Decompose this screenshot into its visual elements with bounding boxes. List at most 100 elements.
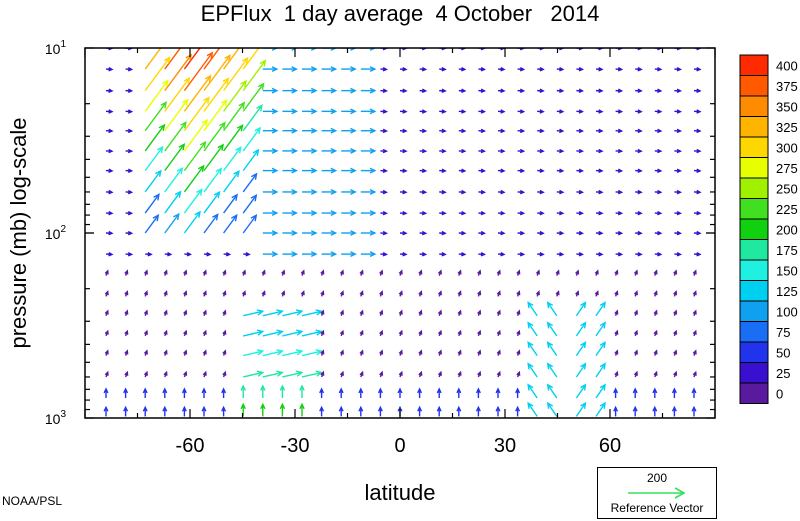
flux-vector [654, 168, 663, 173]
flux-vector [457, 329, 462, 337]
flux-vector [242, 148, 260, 172]
flux-vector [517, 148, 526, 154]
y-tick-label: 101 [45, 39, 67, 57]
flux-vector [203, 98, 228, 132]
flux-vector [222, 269, 227, 276]
flux-vector [457, 290, 462, 297]
flux-vector [537, 189, 545, 195]
flux-vector [615, 66, 624, 72]
flux-vector [125, 88, 134, 94]
flux-vector [556, 148, 565, 154]
flux-vector [163, 269, 168, 276]
flux-vector [556, 88, 565, 94]
flux-vector [635, 128, 643, 134]
flux-vector [419, 210, 428, 216]
flux-vector [302, 189, 318, 195]
flux-vector [183, 164, 205, 193]
flux-vector [653, 290, 658, 297]
flux-vector [635, 66, 643, 72]
flux-vector [302, 87, 318, 94]
flux-vector [163, 349, 168, 356]
flux-vector [379, 349, 384, 356]
flux-vector [163, 290, 168, 297]
flux-vector [380, 148, 388, 154]
flux-vector [282, 210, 299, 216]
flux-vector [654, 128, 663, 134]
flux-vector [282, 147, 299, 154]
flux-vector [358, 387, 364, 399]
flux-vector [497, 210, 506, 216]
colorbar-label: 200 [776, 222, 798, 237]
flux-vector [535, 290, 540, 297]
flux-vector [633, 290, 638, 297]
y-axis: 101 102 103 [45, 39, 715, 427]
colorbar-swatch [739, 136, 769, 158]
flux-vector [495, 405, 501, 417]
flux-vector [379, 269, 384, 276]
flux-vector [360, 167, 377, 174]
flux-vector [632, 387, 638, 399]
flux-vector [338, 405, 344, 417]
flux-vector [302, 230, 318, 236]
flux-vector [105, 189, 114, 195]
flux-vector [145, 251, 153, 257]
credit-label: NOAA/PSL [2, 494, 63, 508]
flux-vector [223, 169, 240, 193]
flux-vector [576, 251, 584, 257]
flux-vector [652, 387, 658, 399]
flux-vector [674, 251, 682, 257]
flux-vector [673, 349, 678, 356]
flux-vector [614, 309, 619, 316]
flux-vector [633, 309, 638, 316]
colorbar-label: 325 [776, 120, 798, 135]
flux-vector [439, 66, 447, 72]
flux-vector [124, 309, 129, 316]
flux-vector [321, 108, 338, 115]
flux-vector [125, 168, 134, 173]
colorbar-label: 400 [776, 58, 798, 73]
flux-vector [359, 349, 364, 356]
flux-vector [515, 387, 521, 399]
flux-vector [359, 329, 364, 337]
flux-vector [674, 66, 682, 72]
flux-vector [262, 48, 279, 51]
flux-vector [556, 128, 565, 134]
flux-vector [164, 251, 173, 257]
flux-vector [419, 66, 428, 72]
flux-vector [654, 210, 663, 216]
flux-vector [262, 370, 284, 378]
flux-vector [437, 370, 442, 378]
flux-vector [379, 309, 384, 316]
flux-vector [203, 251, 212, 257]
flux-vector [124, 370, 129, 378]
flux-vector [341, 230, 357, 236]
flux-vector [143, 370, 148, 378]
x-tick-label: 60 [599, 435, 621, 457]
flux-vector [516, 269, 521, 276]
flux-vector [576, 210, 584, 216]
flux-vector [105, 251, 114, 257]
flux-vector [105, 128, 114, 134]
flux-vector [673, 329, 678, 337]
flux-vector [262, 167, 279, 174]
flux-vector [478, 109, 486, 114]
flux-vector [282, 309, 304, 317]
flux-vector [546, 301, 558, 317]
flux-vector [319, 387, 325, 399]
flux-vector [163, 329, 168, 337]
flux-vector [399, 148, 408, 154]
flux-vector [164, 76, 191, 112]
colorbar-label: 75 [776, 325, 790, 340]
flux-vector [693, 88, 702, 94]
flux-vector [613, 387, 619, 399]
flux-vector [321, 87, 338, 94]
flux-vector [478, 230, 486, 236]
flux-vector [613, 405, 619, 417]
flux-vector [595, 362, 606, 378]
flux-vector [181, 405, 187, 417]
flux-vector [537, 128, 545, 134]
flux-vector [143, 329, 148, 337]
flux-vector [379, 370, 384, 378]
flux-vector [359, 309, 364, 316]
flux-vector [360, 147, 377, 154]
